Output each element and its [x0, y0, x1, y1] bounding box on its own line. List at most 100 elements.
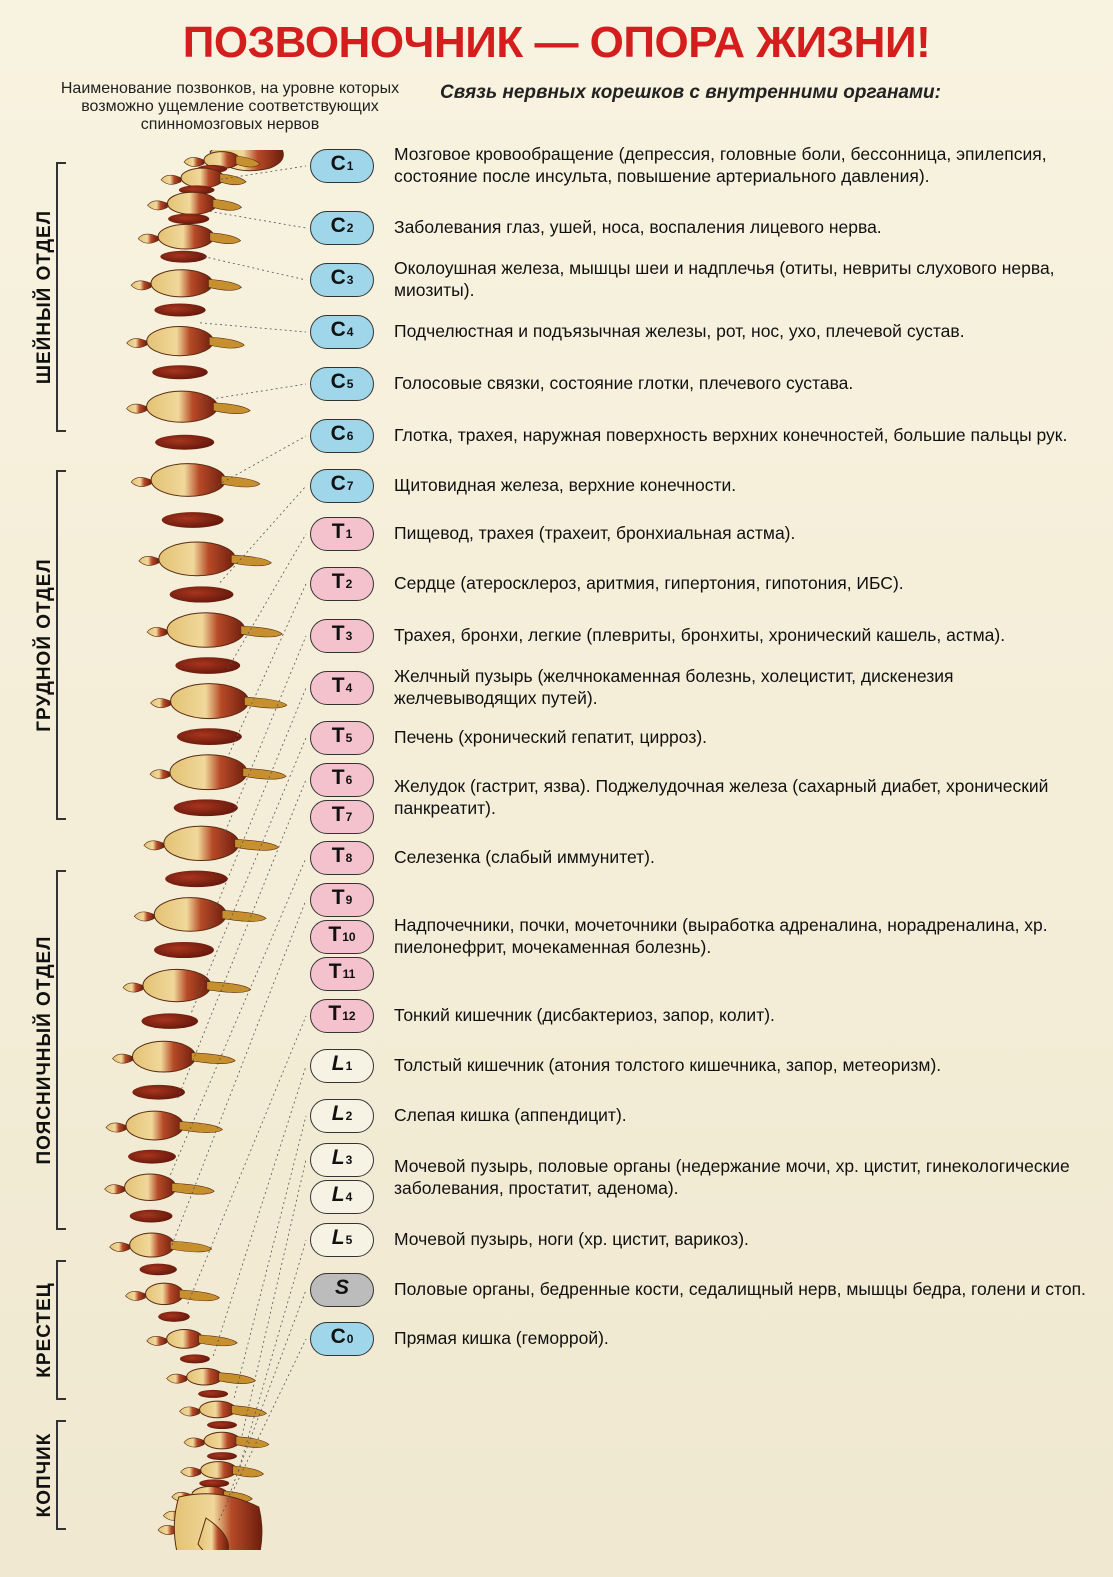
section-bracket [56, 870, 66, 1230]
vertebra-tag: C4 [310, 315, 374, 349]
vertebra-row: T9T10T11Надпочечники, почки, мочеточники… [310, 882, 1093, 992]
tag-letter: T [328, 1002, 341, 1026]
vertebra-description: Мочевой пузырь, половые органы (недержан… [394, 1152, 1093, 1204]
tag-subscript: 4 [347, 325, 354, 339]
vertebra-row: T5 Печень (хронический гепатит, цирроз). [310, 714, 1093, 762]
tag-subscript: 5 [347, 377, 354, 391]
vertebra-tag: L5 [310, 1223, 374, 1257]
vertebra-tag: T5 [310, 721, 374, 755]
vertebra-list: C1Мозговое кровообращение (депрессия, го… [310, 130, 1093, 1362]
vertebra-tag: T7 [310, 800, 374, 834]
tag-subscript: 9 [346, 893, 353, 907]
vertebra-tag: C0 [310, 1322, 374, 1356]
subtitle-right: Связь нервных корешков с внутренними орг… [440, 82, 1080, 104]
tag-letter: T [332, 674, 345, 698]
tag-letter: C [331, 370, 346, 394]
vertebra-description: Толстый кишечник (атония толстого кишечн… [394, 1051, 1093, 1081]
tag-letter: S [335, 1276, 349, 1300]
tag-letter: C [331, 472, 346, 496]
section-bracket [56, 1420, 66, 1530]
vertebra-row: T4 Желчный пузырь (желчнокаменная болезнь… [310, 662, 1093, 714]
vertebra-description: Трахея, бронхи, легкие (плевриты, бронхи… [394, 621, 1093, 651]
tag-subscript: 6 [347, 429, 354, 443]
section-label: КРЕСТЕЦ [34, 1260, 56, 1400]
vertebra-description: Пищевод, трахея (трахеит, бронхиальная а… [394, 519, 1093, 549]
vertebra-tag: S [310, 1273, 374, 1307]
subtitle-left: Наименование позвонков, на уровне которы… [60, 80, 400, 134]
tag-subscript: 5 [346, 731, 353, 745]
vertebra-row: L1 Толстый кишечник (атония толстого кише… [310, 1040, 1093, 1092]
vertebra-description: Слепая кишка (аппендицит). [394, 1101, 1093, 1131]
vertebra-row: T12Тонкий кишечник (дисбактериоз, запор,… [310, 992, 1093, 1040]
tag-letter: T [332, 766, 345, 790]
vertebra-tag: T6 [310, 763, 374, 797]
tag-subscript: 5 [346, 1233, 353, 1247]
vertebra-tag: L1 [310, 1049, 374, 1083]
vertebra-tag: C6 [310, 419, 374, 453]
tag-letter: T [332, 570, 345, 594]
tag-subscript: 3 [347, 273, 354, 287]
vertebra-tag: C7 [310, 469, 374, 503]
tag-letter: T [332, 622, 345, 646]
tag-subscript: 2 [347, 221, 354, 235]
tag-letter: T [328, 923, 341, 947]
vertebra-row: S Половые органы, бедренные кости, седали… [310, 1264, 1093, 1316]
vertebra-row: C7 Щитовидная железа, верхние конечности. [310, 462, 1093, 510]
vertebra-row: L5 Мочевой пузырь, ноги (хр. цистит, вари… [310, 1216, 1093, 1264]
vertebra-tag: T8 [310, 841, 374, 875]
vertebra-row: C1 Мозговое кровообращение (депрессия, го… [310, 130, 1093, 202]
tag-letter: T [332, 520, 345, 544]
vertebra-row: T3 Трахея, бронхи, легкие (плевриты, брон… [310, 610, 1093, 662]
tag-subscript: 3 [346, 629, 353, 643]
section-label: ГРУДНОЙ ОТДЕЛ [34, 470, 56, 820]
section-bracket [56, 1260, 66, 1400]
section-bracket [56, 470, 66, 820]
tag-letter: L [332, 1052, 345, 1076]
vertebra-tag: C1 [310, 149, 374, 183]
tag-subscript: 4 [346, 681, 353, 695]
tag-letter: T [332, 803, 345, 827]
tag-letter: C [331, 214, 346, 238]
vertebra-row: L3L4Мочевой пузырь, половые органы (неде… [310, 1140, 1093, 1216]
vertebra-description: Околоушная железа, мышцы шеи и надплечья… [394, 254, 1093, 306]
vertebra-description: Мочевой пузырь, ноги (хр. цистит, варико… [394, 1225, 1093, 1255]
vertebra-row: C6Глотка, трахея, наружная поверхность в… [310, 410, 1093, 462]
vertebra-tag: L3 [310, 1143, 374, 1177]
vertebra-row: C3 Околоушная железа, мышцы шеи и надплеч… [310, 254, 1093, 306]
vertebra-description: Мозговое кровообращение (депрессия, голо… [394, 140, 1093, 192]
tag-subscript: 4 [346, 1190, 353, 1204]
vertebra-row: C0 Прямая кишка (геморрой). [310, 1316, 1093, 1362]
tag-subscript: 1 [346, 527, 353, 541]
vertebra-description: Щитовидная железа, верхние конечности. [394, 471, 1093, 501]
section-label: ПОЯСНИЧНЫЙ ОТДЕЛ [34, 870, 56, 1230]
tag-subscript: 7 [347, 479, 354, 493]
tag-letter: T [332, 886, 345, 910]
section-label: ШЕЙНЫЙ ОТДЕЛ [34, 162, 56, 432]
vertebra-tag: L2 [310, 1099, 374, 1133]
vertebra-tag: T9 [310, 883, 374, 917]
vertebra-row: T2Сердце (атеросклероз, аритмия, гиперто… [310, 558, 1093, 610]
vertebra-description: Селезенка (слабый иммунитет). [394, 843, 1093, 873]
tag-subscript: 2 [346, 1109, 353, 1123]
vertebra-description: Половые органы, бедренные кости, седалищ… [394, 1275, 1093, 1305]
vertebra-description: Печень (хронический гепатит, цирроз). [394, 723, 1093, 753]
tag-letter: T [332, 724, 345, 748]
vertebra-description: Желчный пузырь (желчнокаменная болезнь, … [394, 662, 1093, 714]
vertebra-tag: T10 [310, 920, 374, 954]
tag-subscript: 8 [346, 851, 353, 865]
vertebra-row: T6T7Желудок (гастрит, язва). Поджелудочн… [310, 762, 1093, 834]
vertebra-tag: T2 [310, 567, 374, 601]
tag-letter: L [332, 1226, 345, 1250]
tag-letter: C [331, 266, 346, 290]
vertebra-description: Прямая кишка (геморрой). [394, 1324, 1093, 1354]
tag-subscript: 0 [347, 1332, 354, 1346]
page-title: ПОЗВОНОЧНИК — ОПОРА ЖИЗНИ! [0, 0, 1113, 74]
vertebra-tag: C5 [310, 367, 374, 401]
tag-letter: T [332, 844, 345, 868]
vertebra-description: Подчелюстная и подъязычная железы, рот, … [394, 317, 1093, 347]
vertebra-tag: T12 [310, 999, 374, 1033]
vertebra-row: T8 Селезенка (слабый иммунитет). [310, 834, 1093, 882]
tag-subscript: 6 [346, 773, 353, 787]
tag-subscript: 10 [342, 930, 355, 944]
vertebra-row: C2Заболевания глаз, ушей, носа, воспален… [310, 202, 1093, 254]
